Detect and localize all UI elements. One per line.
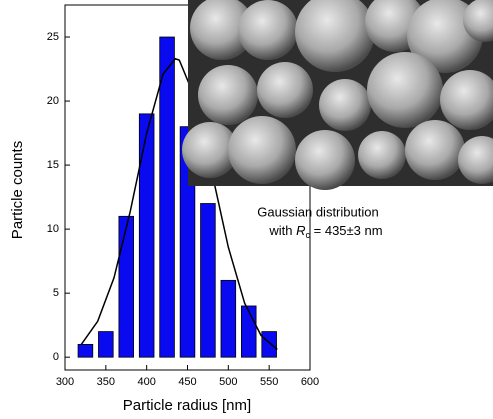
x-tick-label: 350 (97, 376, 115, 388)
annotation-text: = 435±3 nm (310, 223, 383, 238)
bar (98, 331, 114, 358)
y-tick-label: 25 (47, 31, 59, 43)
y-tick-label: 10 (47, 223, 59, 235)
x-tick-label: 600 (301, 376, 319, 388)
bar (240, 305, 257, 358)
bar (220, 279, 237, 358)
bar (77, 343, 94, 358)
bar (200, 203, 216, 358)
annotation: Gaussian distribution (257, 204, 378, 219)
x-tick-label: 550 (260, 376, 278, 388)
particles (182, 0, 493, 190)
x-tick-label: 500 (219, 376, 237, 388)
y-tick-label: 5 (53, 287, 59, 299)
x-tick-label: 300 (56, 376, 74, 388)
x-tick-label: 400 (137, 376, 155, 388)
bar (118, 215, 135, 358)
fit-curve (80, 57, 278, 351)
annotation-text: with (268, 223, 296, 238)
annotation: with Rc = 435±3 nm (268, 223, 382, 240)
y-tick-label: 0 (53, 351, 59, 363)
plot-area: 0 5 10 15 20 25 300 350 400 450 500 550 600 (47, 4, 319, 388)
x-tick-label: 450 (178, 376, 196, 388)
sem-inset (182, 0, 493, 190)
annotation-subscript: c (306, 230, 311, 240)
bar (138, 113, 155, 358)
y-tick-label: 20 (47, 95, 59, 107)
y-axis-title: Particle counts (9, 141, 26, 239)
bar (261, 331, 277, 358)
y-tick-label: 15 (47, 159, 59, 171)
x-axis-title: Particle radius [nm] (123, 397, 251, 414)
annotation-symbol: R (296, 223, 305, 238)
bar (159, 36, 175, 358)
